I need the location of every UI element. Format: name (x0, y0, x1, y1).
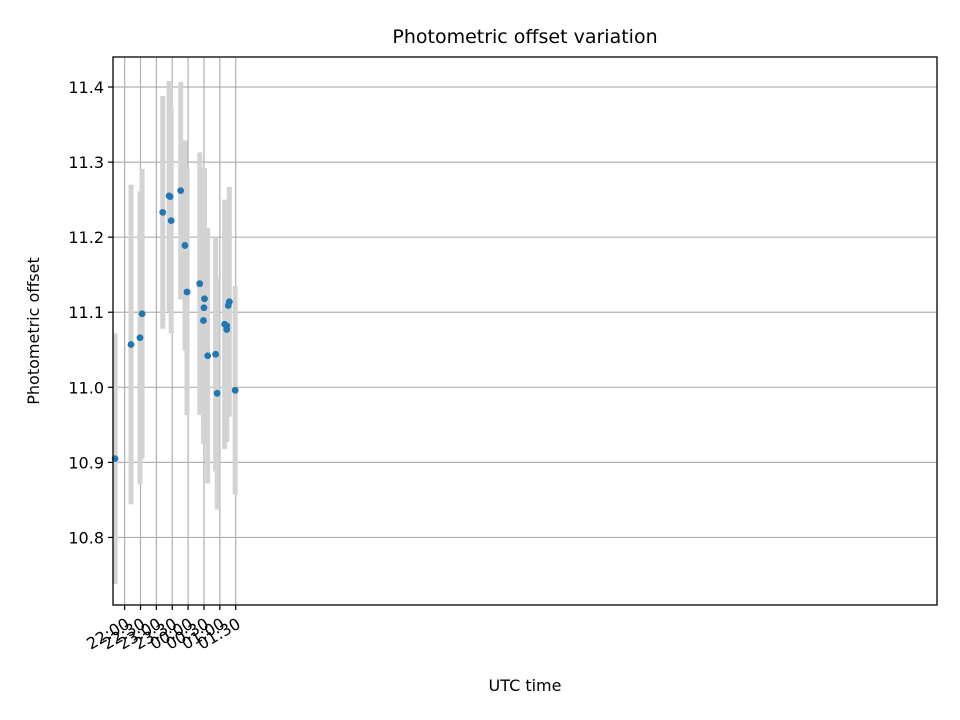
data-point (159, 208, 167, 216)
data-point (181, 242, 189, 249)
data-point (127, 341, 135, 348)
data-point (212, 350, 220, 358)
x-axis-label: UTC time (489, 676, 562, 695)
data-point (201, 295, 208, 303)
data-point (213, 389, 221, 397)
data-point (136, 334, 144, 342)
data-point (204, 352, 212, 360)
y-tick-label: 11.2 (68, 228, 104, 247)
y-tick-label: 11.1 (68, 303, 104, 322)
data-point (200, 317, 207, 324)
plot-frame (112, 56, 938, 606)
data-point (196, 280, 204, 288)
y-tick-label: 11.0 (68, 378, 104, 397)
data-point (183, 288, 191, 296)
data-points (111, 187, 239, 463)
y-tick-label: 10.8 (68, 528, 104, 547)
y-axis-label: Photometric offset (24, 257, 43, 405)
data-point (167, 217, 175, 225)
grid (113, 57, 937, 605)
y-tick-label: 11.3 (68, 153, 104, 172)
y-tick-label: 11.4 (68, 78, 104, 97)
data-point (177, 187, 185, 195)
data-point (231, 386, 239, 394)
data-point (200, 304, 208, 312)
data-point (138, 310, 146, 318)
chart-title: Photometric offset variation (392, 26, 657, 48)
y-axis: 10.8 10.9 11.0 11.1 11.2 11.3 11.4 (68, 78, 113, 547)
y-tick-label: 10.9 (68, 453, 104, 472)
data-point (223, 322, 231, 330)
data-point (166, 193, 174, 201)
data-point (225, 298, 233, 306)
